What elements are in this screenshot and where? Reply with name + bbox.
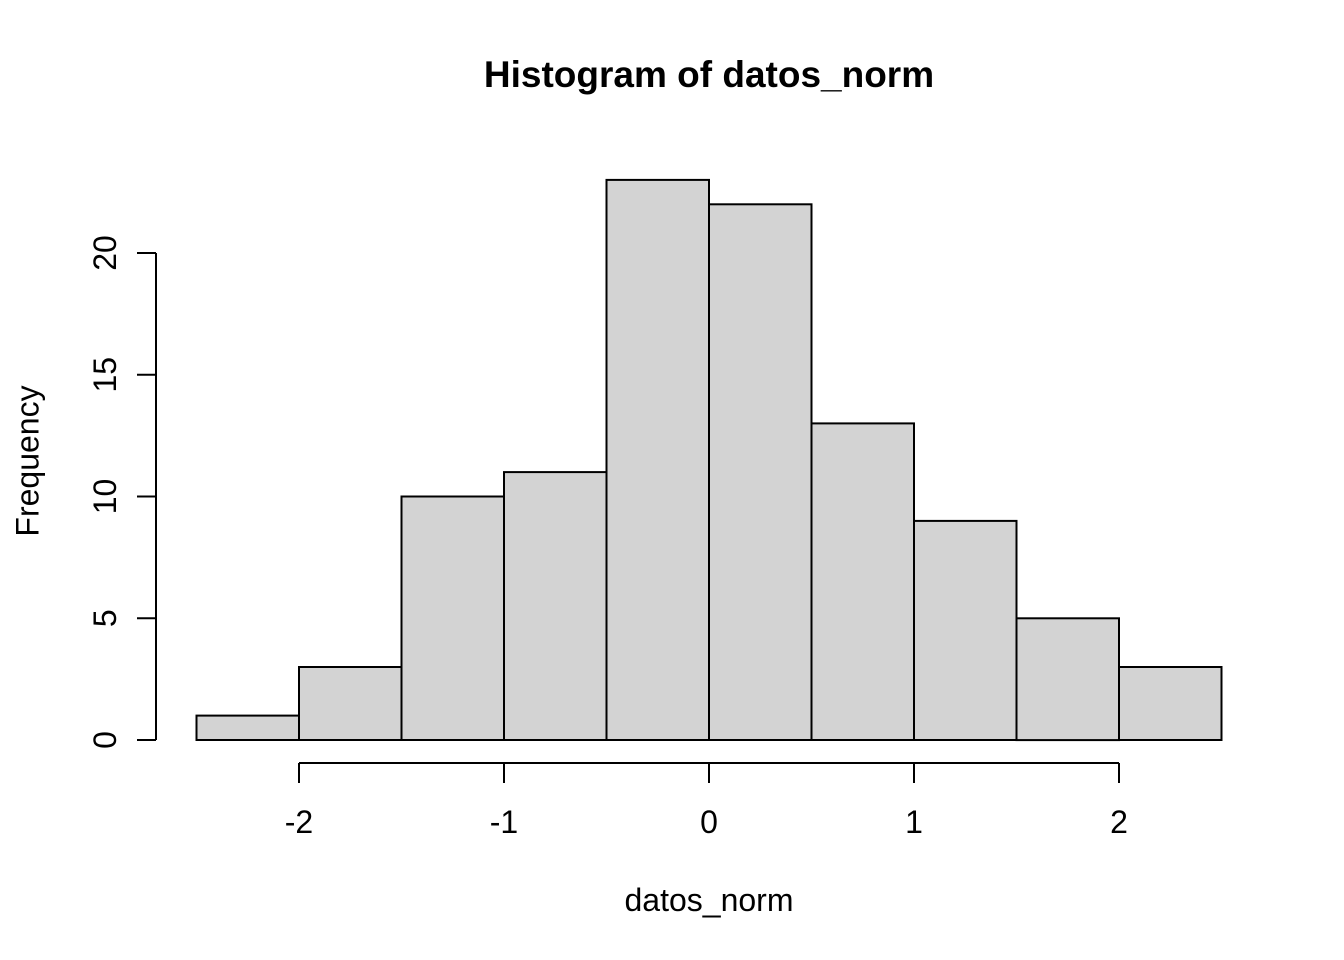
x-axis-label: datos_norm [624, 882, 794, 918]
x-tick-label: -1 [490, 804, 518, 840]
histogram-bar [400, 495, 505, 741]
y-tick-label: 10 [87, 479, 123, 515]
histogram-bar [503, 471, 608, 741]
histogram-bar [1015, 617, 1120, 742]
y-tick-label: 20 [87, 235, 123, 271]
histogram-bar [810, 422, 915, 741]
x-tick-label: 2 [1110, 804, 1128, 840]
histogram-bar [913, 519, 1018, 742]
y-tick-label: 0 [87, 731, 123, 749]
chart-title: Histogram of datos_norm [483, 54, 935, 95]
histogram-bar [708, 203, 813, 742]
x-tick-label: 0 [700, 804, 718, 840]
histogram-bar [1118, 666, 1223, 741]
histogram-bar [298, 666, 403, 741]
x-tick-label: -2 [285, 804, 313, 840]
histogram-bar [605, 178, 710, 741]
x-tick-label: 1 [905, 804, 923, 840]
y-axis-label: Frequency [9, 385, 46, 537]
y-tick-label: 5 [87, 609, 123, 627]
histogram-bar [195, 714, 300, 741]
y-tick-label: 15 [87, 357, 123, 393]
